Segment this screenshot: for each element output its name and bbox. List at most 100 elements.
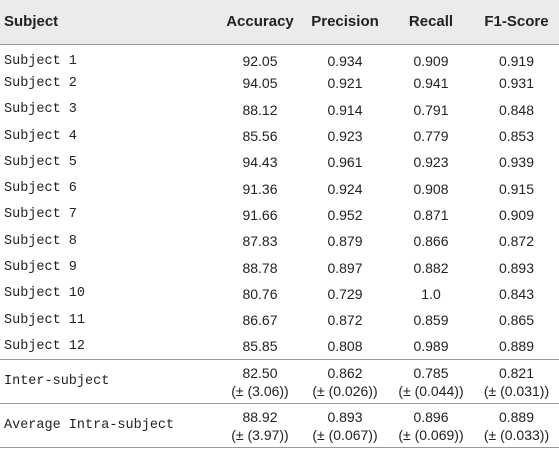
recall-summary-cell: 0.785 (± (0.044)) xyxy=(388,360,474,404)
accuracy-cell: 92.05 xyxy=(242,53,278,70)
subject-cell: Subject 9 xyxy=(4,260,77,276)
precision-cell: 0.879 xyxy=(327,233,363,250)
precision-std-dev: (± (0.067)) xyxy=(312,426,378,443)
header-row: Subject Accuracy Precision Recall F1-Sco… xyxy=(0,0,559,45)
precision-cell: 0.808 xyxy=(327,338,363,355)
recall-cell: 0.791 xyxy=(413,101,449,118)
f1-cell: 0.848 xyxy=(498,101,535,118)
recall-cell: 0.866 xyxy=(413,233,449,250)
f1-cell: 0.915 xyxy=(498,180,535,197)
f1-cell: 0.853 xyxy=(498,128,535,145)
subject-cell: Subject 7 xyxy=(4,207,77,223)
table-row: Subject 12 85.85 0.808 0.989 0.889 xyxy=(0,333,559,359)
table-body: Subject 1 92.05 0.934 0.909 0.919 Subject 2 94… xyxy=(0,44,559,448)
recall-cell: 0.871 xyxy=(413,206,449,223)
accuracy-cell: 80.76 xyxy=(242,285,278,302)
precision-cell: 0.952 xyxy=(327,206,363,223)
precision-summary-cell: 0.862 (± (0.026)) xyxy=(302,360,388,404)
f1-cell: 0.865 xyxy=(498,312,535,329)
accuracy-cell: 85.85 xyxy=(242,338,278,355)
recall-cell: 0.923 xyxy=(413,154,449,171)
subject-cell: Subject 8 xyxy=(4,233,77,249)
f1-summary-cell: 0.889 (± (0.033)) xyxy=(474,404,559,448)
header-recall: Recall xyxy=(388,0,474,45)
f1-cell: 0.872 xyxy=(498,233,535,250)
precision-cell: 0.872 xyxy=(327,312,363,329)
table-row: Subject 10 80.76 0.729 1.0 0.843 xyxy=(0,281,559,307)
f1-std-dev: (± (0.033)) xyxy=(483,426,550,443)
table-row: Subject 1 92.05 0.934 0.909 0.919 xyxy=(0,44,559,70)
f1-cell: 0.889 xyxy=(498,338,535,355)
f1-mean: 0.821 xyxy=(498,364,535,381)
f1-std-dev: (± (0.031)) xyxy=(483,382,550,399)
recall-summary-cell: 0.896 (± (0.069)) xyxy=(388,404,474,448)
header-precision: Precision xyxy=(302,0,388,45)
recall-cell: 0.989 xyxy=(413,338,449,355)
accuracy-mean: 82.50 xyxy=(242,364,278,381)
precision-summary-cell: 0.893 (± (0.067)) xyxy=(302,404,388,448)
f1-summary-cell: 0.821 (± (0.031)) xyxy=(474,360,559,404)
precision-mean: 0.893 xyxy=(327,408,363,425)
recall-mean: 0.896 xyxy=(413,408,449,425)
accuracy-cell: 86.67 xyxy=(242,312,278,329)
accuracy-std-dev: (± (3.06)) xyxy=(231,382,289,399)
subject-cell: Subject 11 xyxy=(4,312,86,328)
precision-cell: 0.934 xyxy=(327,53,363,70)
header-f1-score: F1-Score xyxy=(474,0,559,45)
summary-label-cell: Inter-subject xyxy=(4,373,110,389)
table-row: Subject 9 88.78 0.897 0.882 0.893 xyxy=(0,254,559,280)
subject-cell: Subject 12 xyxy=(4,338,86,354)
table-row: Subject 11 86.67 0.872 0.859 0.865 xyxy=(0,307,559,333)
recall-std-dev: (± (0.069)) xyxy=(398,426,464,443)
precision-cell: 0.729 xyxy=(327,285,363,302)
accuracy-summary-cell: 88.92 (± (3.97)) xyxy=(218,404,302,448)
recall-cell: 0.941 xyxy=(413,75,449,92)
precision-cell: 0.961 xyxy=(327,154,363,171)
subject-cell: Subject 5 xyxy=(4,154,77,170)
f1-cell: 0.919 xyxy=(498,53,535,70)
precision-cell: 0.914 xyxy=(327,101,363,118)
results-table: Subject Accuracy Precision Recall F1-Sco… xyxy=(0,0,559,448)
table-row: Subject 8 87.83 0.879 0.866 0.872 xyxy=(0,228,559,254)
accuracy-cell: 87.83 xyxy=(242,233,278,250)
subject-cell: Subject 2 xyxy=(4,75,77,91)
accuracy-cell: 94.05 xyxy=(242,75,278,92)
summary-row: Inter-subject 82.50 (± (3.06)) 0.862 (± (0.0… xyxy=(0,359,559,404)
precision-cell: 0.921 xyxy=(327,75,363,92)
summary-row: Average Intra-subject 88.92 (± (3.97)) 0.89… xyxy=(0,403,559,448)
accuracy-cell: 91.66 xyxy=(242,206,278,223)
precision-cell: 0.924 xyxy=(327,180,363,197)
precision-std-dev: (± (0.026)) xyxy=(312,382,378,399)
subject-cell: Subject 3 xyxy=(4,102,77,118)
summary-label-cell: Average Intra-subject xyxy=(4,417,175,433)
accuracy-std-dev: (± (3.97)) xyxy=(231,426,289,443)
recall-cell: 0.909 xyxy=(413,53,449,70)
precision-mean: 0.862 xyxy=(327,364,363,381)
subject-cell: Subject 1 xyxy=(4,53,77,69)
f1-cell: 0.931 xyxy=(498,75,535,92)
header-subject: Subject xyxy=(0,0,218,45)
f1-cell: 0.939 xyxy=(498,154,535,171)
accuracy-mean: 88.92 xyxy=(242,408,278,425)
f1-mean: 0.889 xyxy=(498,408,535,425)
table-row: Subject 4 85.56 0.923 0.779 0.853 xyxy=(0,123,559,149)
recall-std-dev: (± (0.044)) xyxy=(398,382,464,399)
table-row: Subject 3 88.12 0.914 0.791 0.848 xyxy=(0,97,559,123)
accuracy-cell: 94.43 xyxy=(242,154,278,171)
subject-cell: Subject 10 xyxy=(4,286,86,302)
table-row: Subject 7 91.66 0.952 0.871 0.909 xyxy=(0,202,559,228)
accuracy-cell: 88.78 xyxy=(242,259,278,276)
header-accuracy: Accuracy xyxy=(218,0,302,45)
accuracy-cell: 88.12 xyxy=(242,101,278,118)
f1-cell: 0.893 xyxy=(498,259,535,276)
recall-cell: 0.859 xyxy=(413,312,449,329)
recall-cell: 1.0 xyxy=(421,285,441,302)
accuracy-summary-cell: 82.50 (± (3.06)) xyxy=(218,360,302,404)
table-row: Subject 2 94.05 0.921 0.941 0.931 xyxy=(0,70,559,96)
accuracy-cell: 91.36 xyxy=(242,180,278,197)
accuracy-cell: 85.56 xyxy=(242,128,278,145)
recall-cell: 0.779 xyxy=(413,128,449,145)
precision-cell: 0.923 xyxy=(327,128,363,145)
recall-mean: 0.785 xyxy=(413,364,449,381)
table-header: Subject Accuracy Precision Recall F1-Sco… xyxy=(0,0,559,45)
